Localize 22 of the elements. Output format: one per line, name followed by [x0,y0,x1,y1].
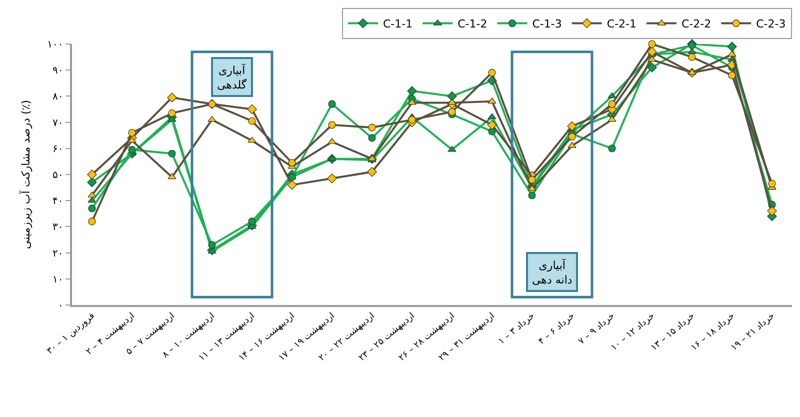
band-label: آبیاری دانه دهی [532,258,572,286]
y-tick-label: ۲۰ [52,248,64,260]
x-tick-label: ۴ – ۶ خرداد [536,311,577,347]
legend-label: C-1-3 [532,18,562,31]
y-tick-label: ۷۰ [52,118,64,129]
y-tick-label: ۳۰ [52,222,64,234]
y-axis-title: درصد مشارکت آب زیرزمینی (٪) [18,100,32,250]
y-tick-label: ۸۰ [52,92,64,103]
y-tick-label: ۱۰۰ [47,40,64,50]
legend-label: C-2-2 [682,18,712,31]
y-tick-label: ۶۰ [52,144,64,155]
y-tick-label: ۰ [58,300,64,312]
legend-label: C-2-1 [606,18,636,31]
y-tick-label: ۱۰ [52,274,64,286]
y-tick-label: ۴۰ [52,196,64,208]
x-tick-label: ۱ – ۳ خرداد [496,311,537,347]
legend-label: C-1-1 [383,18,413,31]
y-tick-label: ۵۰ [52,170,64,181]
legend-label: C-1-2 [458,18,488,31]
legend-label: C-2-3 [756,18,786,31]
band-label: آبیاری گلدهی [217,63,248,92]
y-tick-label: ۹۰ [52,66,64,77]
